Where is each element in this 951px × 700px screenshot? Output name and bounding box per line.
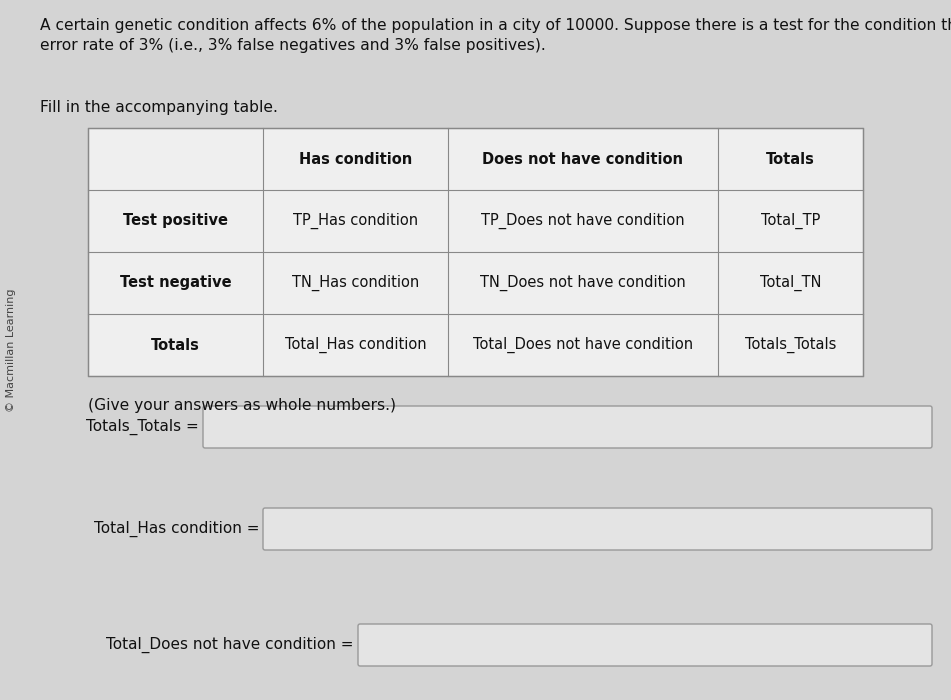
- Text: Test positive: Test positive: [123, 214, 228, 228]
- Text: A certain genetic condition affects 6% of the population in a city of 10000. Sup: A certain genetic condition affects 6% o…: [40, 18, 951, 33]
- Text: TN_Does not have condition: TN_Does not have condition: [480, 275, 686, 291]
- FancyBboxPatch shape: [263, 508, 932, 550]
- Text: Totals_Totals =: Totals_Totals =: [87, 419, 199, 435]
- Text: TN_Has condition: TN_Has condition: [292, 275, 419, 291]
- Text: © Macmillan Learning: © Macmillan Learning: [7, 288, 16, 412]
- Text: Total_TP: Total_TP: [761, 213, 820, 229]
- Text: TP_Has condition: TP_Has condition: [293, 213, 418, 229]
- Text: Totals_Totals: Totals_Totals: [745, 337, 836, 353]
- Text: error rate of 3% (i.e., 3% false negatives and 3% false positives).: error rate of 3% (i.e., 3% false negativ…: [40, 38, 546, 53]
- Text: Total_TN: Total_TN: [760, 275, 822, 291]
- Text: Fill in the accompanying table.: Fill in the accompanying table.: [40, 100, 278, 115]
- Text: TP_Does not have condition: TP_Does not have condition: [481, 213, 685, 229]
- Text: Total_Does not have condition: Total_Does not have condition: [473, 337, 693, 353]
- Text: Does not have condition: Does not have condition: [482, 151, 684, 167]
- FancyBboxPatch shape: [358, 624, 932, 666]
- Text: Total_Does not have condition =: Total_Does not have condition =: [107, 637, 354, 653]
- Text: Totals: Totals: [151, 337, 200, 353]
- Text: Total_Has condition: Total_Has condition: [284, 337, 426, 353]
- FancyBboxPatch shape: [203, 406, 932, 448]
- Text: Totals: Totals: [767, 151, 815, 167]
- Text: Test negative: Test negative: [120, 276, 231, 290]
- Text: (Give your answers as whole numbers.): (Give your answers as whole numbers.): [88, 398, 396, 413]
- Text: Total_Has condition =: Total_Has condition =: [93, 521, 259, 537]
- Text: Has condition: Has condition: [299, 151, 412, 167]
- Bar: [88, 128, 863, 376]
